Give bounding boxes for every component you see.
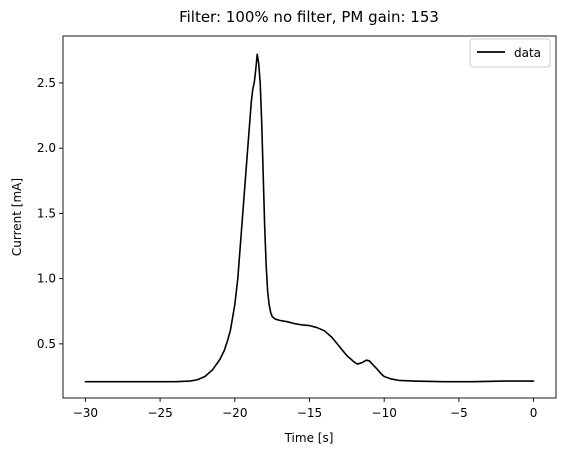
y-tick-label: 2.5 [37,76,56,90]
legend-box [469,38,551,68]
x-axis: −30 −25 −20 −15 −10 −5 0 [73,398,538,420]
y-tick-label: 1.5 [37,206,56,220]
x-tick-label: 0 [530,406,538,420]
y-tick-label: 1.0 [37,272,56,286]
x-tick-label: −20 [222,406,247,420]
x-tick-label: −10 [372,406,397,420]
data-line [84,53,535,383]
x-axis-label: Time [s] [284,431,334,445]
y-axis: 0.5 1.0 1.5 2.0 2.5 [37,76,63,351]
y-axis-label: Current [mA] [10,178,24,256]
y-tick-label: 0.5 [37,337,56,351]
legend: data [469,38,551,68]
x-tick-label: −25 [147,406,172,420]
x-tick-label: −15 [297,406,322,420]
chart-title: Filter: 100% no filter, PM gain: 153 [179,8,439,26]
legend-label: data [514,46,541,60]
x-tick-label: −30 [73,406,98,420]
y-tick-label: 2.0 [37,141,56,155]
data-line-group [84,53,535,383]
x-tick-label: −5 [450,406,468,420]
